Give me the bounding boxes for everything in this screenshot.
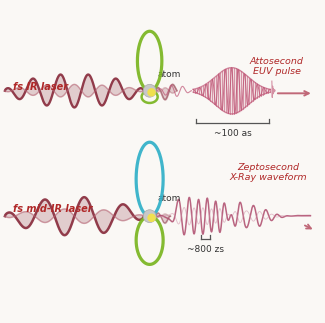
Circle shape bbox=[143, 84, 156, 97]
Text: fs mid-IR laser: fs mid-IR laser bbox=[13, 204, 92, 214]
Circle shape bbox=[148, 89, 155, 96]
Text: atom: atom bbox=[158, 194, 181, 203]
Circle shape bbox=[143, 210, 156, 223]
Circle shape bbox=[148, 214, 155, 221]
Text: Zeptosecond
X-Ray waveform: Zeptosecond X-Ray waveform bbox=[230, 163, 307, 182]
Text: Attosecond
EUV pulse: Attosecond EUV pulse bbox=[250, 57, 304, 76]
Text: fs IR laser: fs IR laser bbox=[13, 82, 68, 92]
Text: atom: atom bbox=[158, 69, 181, 78]
Text: ~800 zs: ~800 zs bbox=[187, 245, 224, 254]
Text: ~100 as: ~100 as bbox=[214, 129, 251, 138]
